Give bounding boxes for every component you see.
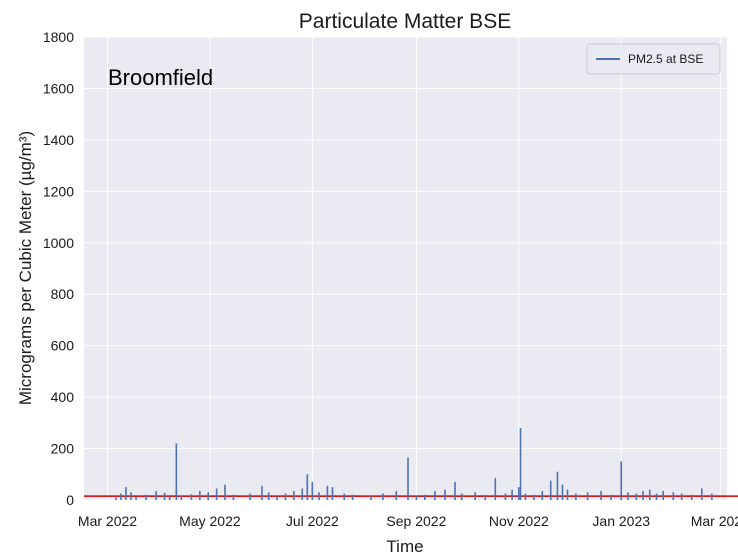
y-axis-label: Micrograms per Cubic Meter (µg/m³) [16, 131, 35, 405]
x-tick-labels: Mar 2022 May 2022 Jul 2022 Sep 2022 Nov 2022… [78, 513, 738, 529]
y-tick-label: 400 [51, 389, 75, 405]
x-tick-label: Mar 2023 [691, 513, 738, 529]
location-annotation: Broomfield [108, 65, 213, 90]
grid-lines [84, 36, 727, 501]
y-tick-label: 1400 [43, 132, 74, 148]
x-tick-label: May 2022 [179, 513, 241, 529]
y-tick-labels: 0 200 400 600 800 1000 1200 1400 1600 1800 [43, 29, 74, 508]
y-tick-label: 0 [66, 492, 74, 508]
x-tick-label: Mar 2022 [78, 513, 137, 529]
y-tick-label: 200 [51, 441, 75, 457]
data-spikes [115, 427, 713, 500]
y-tick-label: 1200 [43, 183, 74, 199]
y-tick-label: 600 [51, 338, 75, 354]
legend-label: PM2.5 at BSE [628, 52, 703, 66]
x-tick-label: Nov 2022 [489, 513, 549, 529]
y-tick-label: 1800 [43, 29, 74, 45]
x-tick-label: Sep 2022 [386, 513, 446, 529]
x-axis-label: Time [386, 537, 423, 555]
plot-area-background [84, 37, 727, 500]
y-tick-label: 1000 [43, 235, 74, 251]
chart-title: Particulate Matter BSE [299, 10, 511, 33]
y-tick-label: 1600 [43, 80, 74, 96]
legend-box [586, 43, 721, 75]
y-tick-label: 800 [51, 286, 75, 302]
x-tick-label: Jan 2023 [592, 513, 650, 529]
legend: PM2.5 at BSE [586, 43, 721, 75]
x-tick-label: Jul 2022 [286, 513, 339, 529]
